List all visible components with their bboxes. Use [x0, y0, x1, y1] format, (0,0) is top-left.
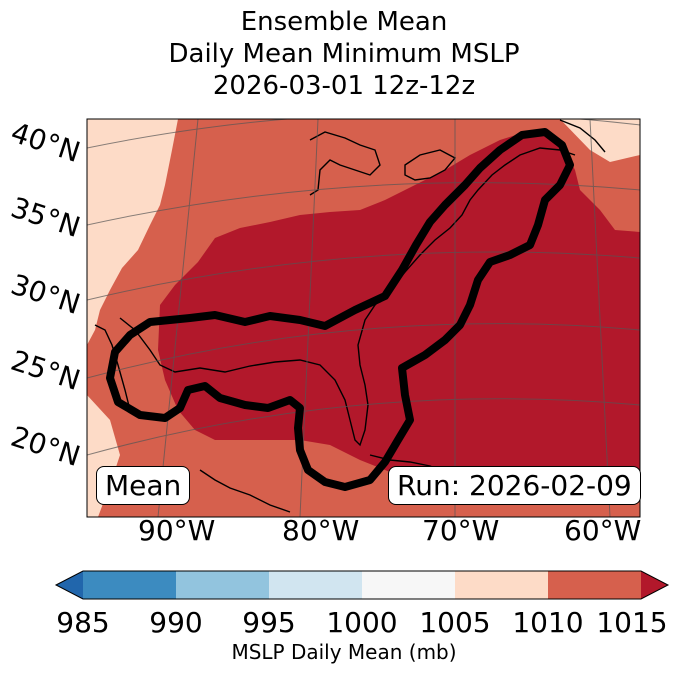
mslp-contour: [106, 128, 574, 491]
colorbar-tick-1010: 1010: [512, 606, 584, 639]
mean-badge: Mean: [96, 466, 191, 505]
colorbar-tick-1015: 1015: [596, 606, 668, 639]
field-1005-1010-northeast: [560, 119, 640, 162]
lon-label-70: 70°W: [422, 514, 500, 547]
colorbar-label: MSLP Daily Mean (mb): [231, 640, 457, 664]
title-line-3: 2026-03-01 12z-12z: [212, 71, 476, 101]
field-1005-1010-southwest: [87, 395, 120, 517]
run-date-badge: Run: 2026-02-09: [388, 466, 641, 505]
title-line-2: Daily Mean Minimum MSLP: [168, 39, 520, 69]
colorbar-segment-995: [269, 571, 362, 599]
colorbar-tick-985: 985: [56, 606, 110, 639]
colorbar-under-arrow: [56, 571, 83, 599]
colorbar-tick-1000: 1000: [326, 606, 398, 639]
colorbar-segment-1005: [455, 571, 548, 599]
colorbar-tick-1005: 1005: [419, 606, 491, 639]
lon-label-90: 90°W: [138, 514, 216, 547]
lon-label-80: 80°W: [282, 514, 360, 547]
colorbar-segment-990: [176, 571, 269, 599]
colorbar-segment-985: [83, 571, 176, 599]
map-frame: [86, 118, 641, 518]
colorbar-tick-990: 990: [149, 606, 203, 639]
field-1015-plus: [158, 130, 640, 505]
lon-label-60: 60°W: [564, 514, 642, 547]
colorbar-tick-995: 995: [242, 606, 296, 639]
colorbar-over-arrow: [641, 571, 668, 599]
colorbar-outline: [54, 570, 670, 600]
colorbar-segment-1010: [548, 571, 641, 599]
title-line-1: Ensemble Mean: [240, 7, 448, 37]
colorbar-segment-1000: [362, 571, 455, 599]
field-1005-1010-northwest: [87, 119, 178, 345]
